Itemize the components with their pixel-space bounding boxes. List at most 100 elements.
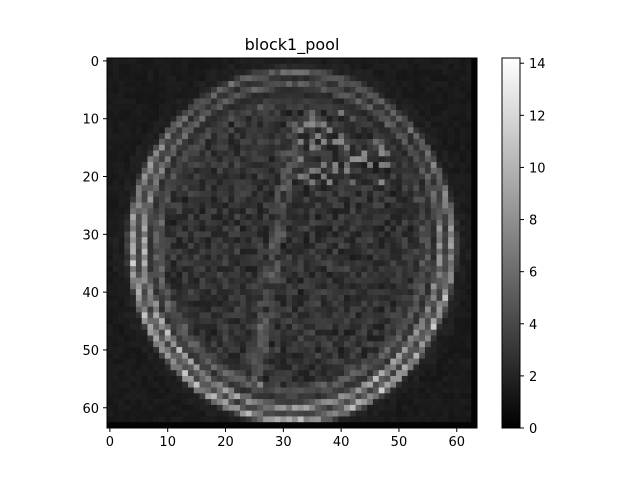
heatmap-cell xyxy=(390,393,397,400)
heatmap-cell xyxy=(228,92,235,99)
heatmap-cell xyxy=(344,277,351,284)
heatmap-cell xyxy=(164,381,171,388)
heatmap-cell xyxy=(107,375,114,383)
heatmap-cell xyxy=(459,219,466,227)
heatmap-cell xyxy=(436,404,443,412)
heatmap-cell xyxy=(118,121,125,128)
heatmap-cell xyxy=(315,352,322,359)
heatmap-cell xyxy=(396,381,403,388)
heatmap-cell xyxy=(147,144,154,151)
heatmap-cell xyxy=(263,127,270,134)
heatmap-cell xyxy=(239,237,247,244)
heatmap-cell xyxy=(222,75,229,82)
heatmap-cell xyxy=(424,335,432,342)
heatmap-cell xyxy=(107,185,114,192)
heatmap-cell xyxy=(338,58,345,65)
heatmap-cell xyxy=(135,266,143,273)
heatmap-cell xyxy=(112,254,119,261)
heatmap-cell xyxy=(263,110,270,117)
heatmap-cell xyxy=(286,92,293,99)
heatmap-cell xyxy=(228,225,235,232)
heatmap-cell xyxy=(338,266,345,273)
heatmap-cell xyxy=(205,318,212,325)
heatmap-cell xyxy=(390,364,397,371)
heatmap-cell xyxy=(315,190,322,198)
heatmap-cell xyxy=(407,237,414,244)
heatmap-cell xyxy=(372,260,380,267)
heatmap-cell xyxy=(384,173,391,180)
heatmap-cell xyxy=(164,306,171,313)
heatmap-cell xyxy=(303,121,310,128)
heatmap-cell xyxy=(268,283,276,290)
heatmap-cell xyxy=(367,277,374,284)
heatmap-cell xyxy=(141,214,148,221)
heatmap-cell xyxy=(309,254,316,261)
heatmap-cell xyxy=(396,144,403,151)
heatmap-cell xyxy=(448,225,455,232)
heatmap-cell xyxy=(118,375,125,383)
heatmap-cell xyxy=(182,295,189,302)
heatmap-cell xyxy=(407,225,414,232)
heatmap-cell xyxy=(274,214,281,221)
heatmap-cell xyxy=(153,69,160,76)
heatmap-cell xyxy=(453,364,461,371)
heatmap-cell xyxy=(424,318,432,325)
heatmap-cell xyxy=(361,352,368,359)
heatmap-cell xyxy=(453,277,461,284)
heatmap-cell xyxy=(286,312,293,319)
heatmap-cell xyxy=(112,86,119,94)
heatmap-cell xyxy=(170,312,177,319)
heatmap-cell xyxy=(228,271,235,279)
heatmap-cell xyxy=(228,185,235,192)
heatmap-cell xyxy=(320,219,328,227)
heatmap-cell xyxy=(453,416,461,423)
heatmap-cell xyxy=(199,393,206,400)
heatmap-cell xyxy=(390,98,397,105)
heatmap-cell xyxy=(141,63,148,70)
heatmap-cell xyxy=(378,341,385,348)
heatmap-cell xyxy=(187,399,195,406)
heatmap-cell xyxy=(448,312,455,319)
heatmap-cell xyxy=(326,237,333,244)
heatmap-cell xyxy=(320,121,328,128)
heatmap-cell xyxy=(187,358,195,365)
heatmap-cell xyxy=(390,110,397,117)
heatmap-cell xyxy=(147,63,154,70)
heatmap-cell xyxy=(349,98,356,105)
heatmap-cell xyxy=(135,208,143,215)
heatmap-cell xyxy=(436,283,443,290)
heatmap-cell xyxy=(442,271,449,279)
heatmap-cell xyxy=(349,318,356,325)
heatmap-cell xyxy=(234,277,241,284)
heatmap-cell xyxy=(141,341,148,348)
heatmap-cell xyxy=(199,329,206,336)
heatmap-cell xyxy=(263,254,270,261)
heatmap-cell xyxy=(118,387,125,394)
heatmap-cell xyxy=(124,300,131,307)
heatmap-cell xyxy=(309,277,316,284)
heatmap-cell xyxy=(378,144,385,151)
heatmap-cell xyxy=(182,283,189,290)
heatmap-cell xyxy=(338,341,345,348)
heatmap-cell xyxy=(344,358,351,365)
heatmap-cell xyxy=(141,364,148,371)
heatmap-cell xyxy=(361,364,368,371)
heatmap-cell xyxy=(315,225,322,232)
heatmap-cell xyxy=(396,121,403,128)
heatmap-cell xyxy=(199,196,206,203)
heatmap-cell xyxy=(211,144,218,151)
heatmap-cell xyxy=(147,387,154,394)
heatmap-cell xyxy=(344,110,351,117)
heatmap-cell xyxy=(245,295,252,302)
heatmap-cell xyxy=(390,422,397,428)
heatmap-cell xyxy=(170,271,177,279)
heatmap-cell xyxy=(401,190,408,198)
heatmap-cell xyxy=(263,410,270,417)
heatmap-cell xyxy=(153,190,160,198)
heatmap-cell xyxy=(355,329,362,336)
heatmap-cell xyxy=(436,387,443,394)
heatmap-cell xyxy=(245,121,252,128)
heatmap-cell xyxy=(367,127,374,134)
heatmap-cell xyxy=(263,121,270,128)
heatmap-cell xyxy=(419,86,426,94)
